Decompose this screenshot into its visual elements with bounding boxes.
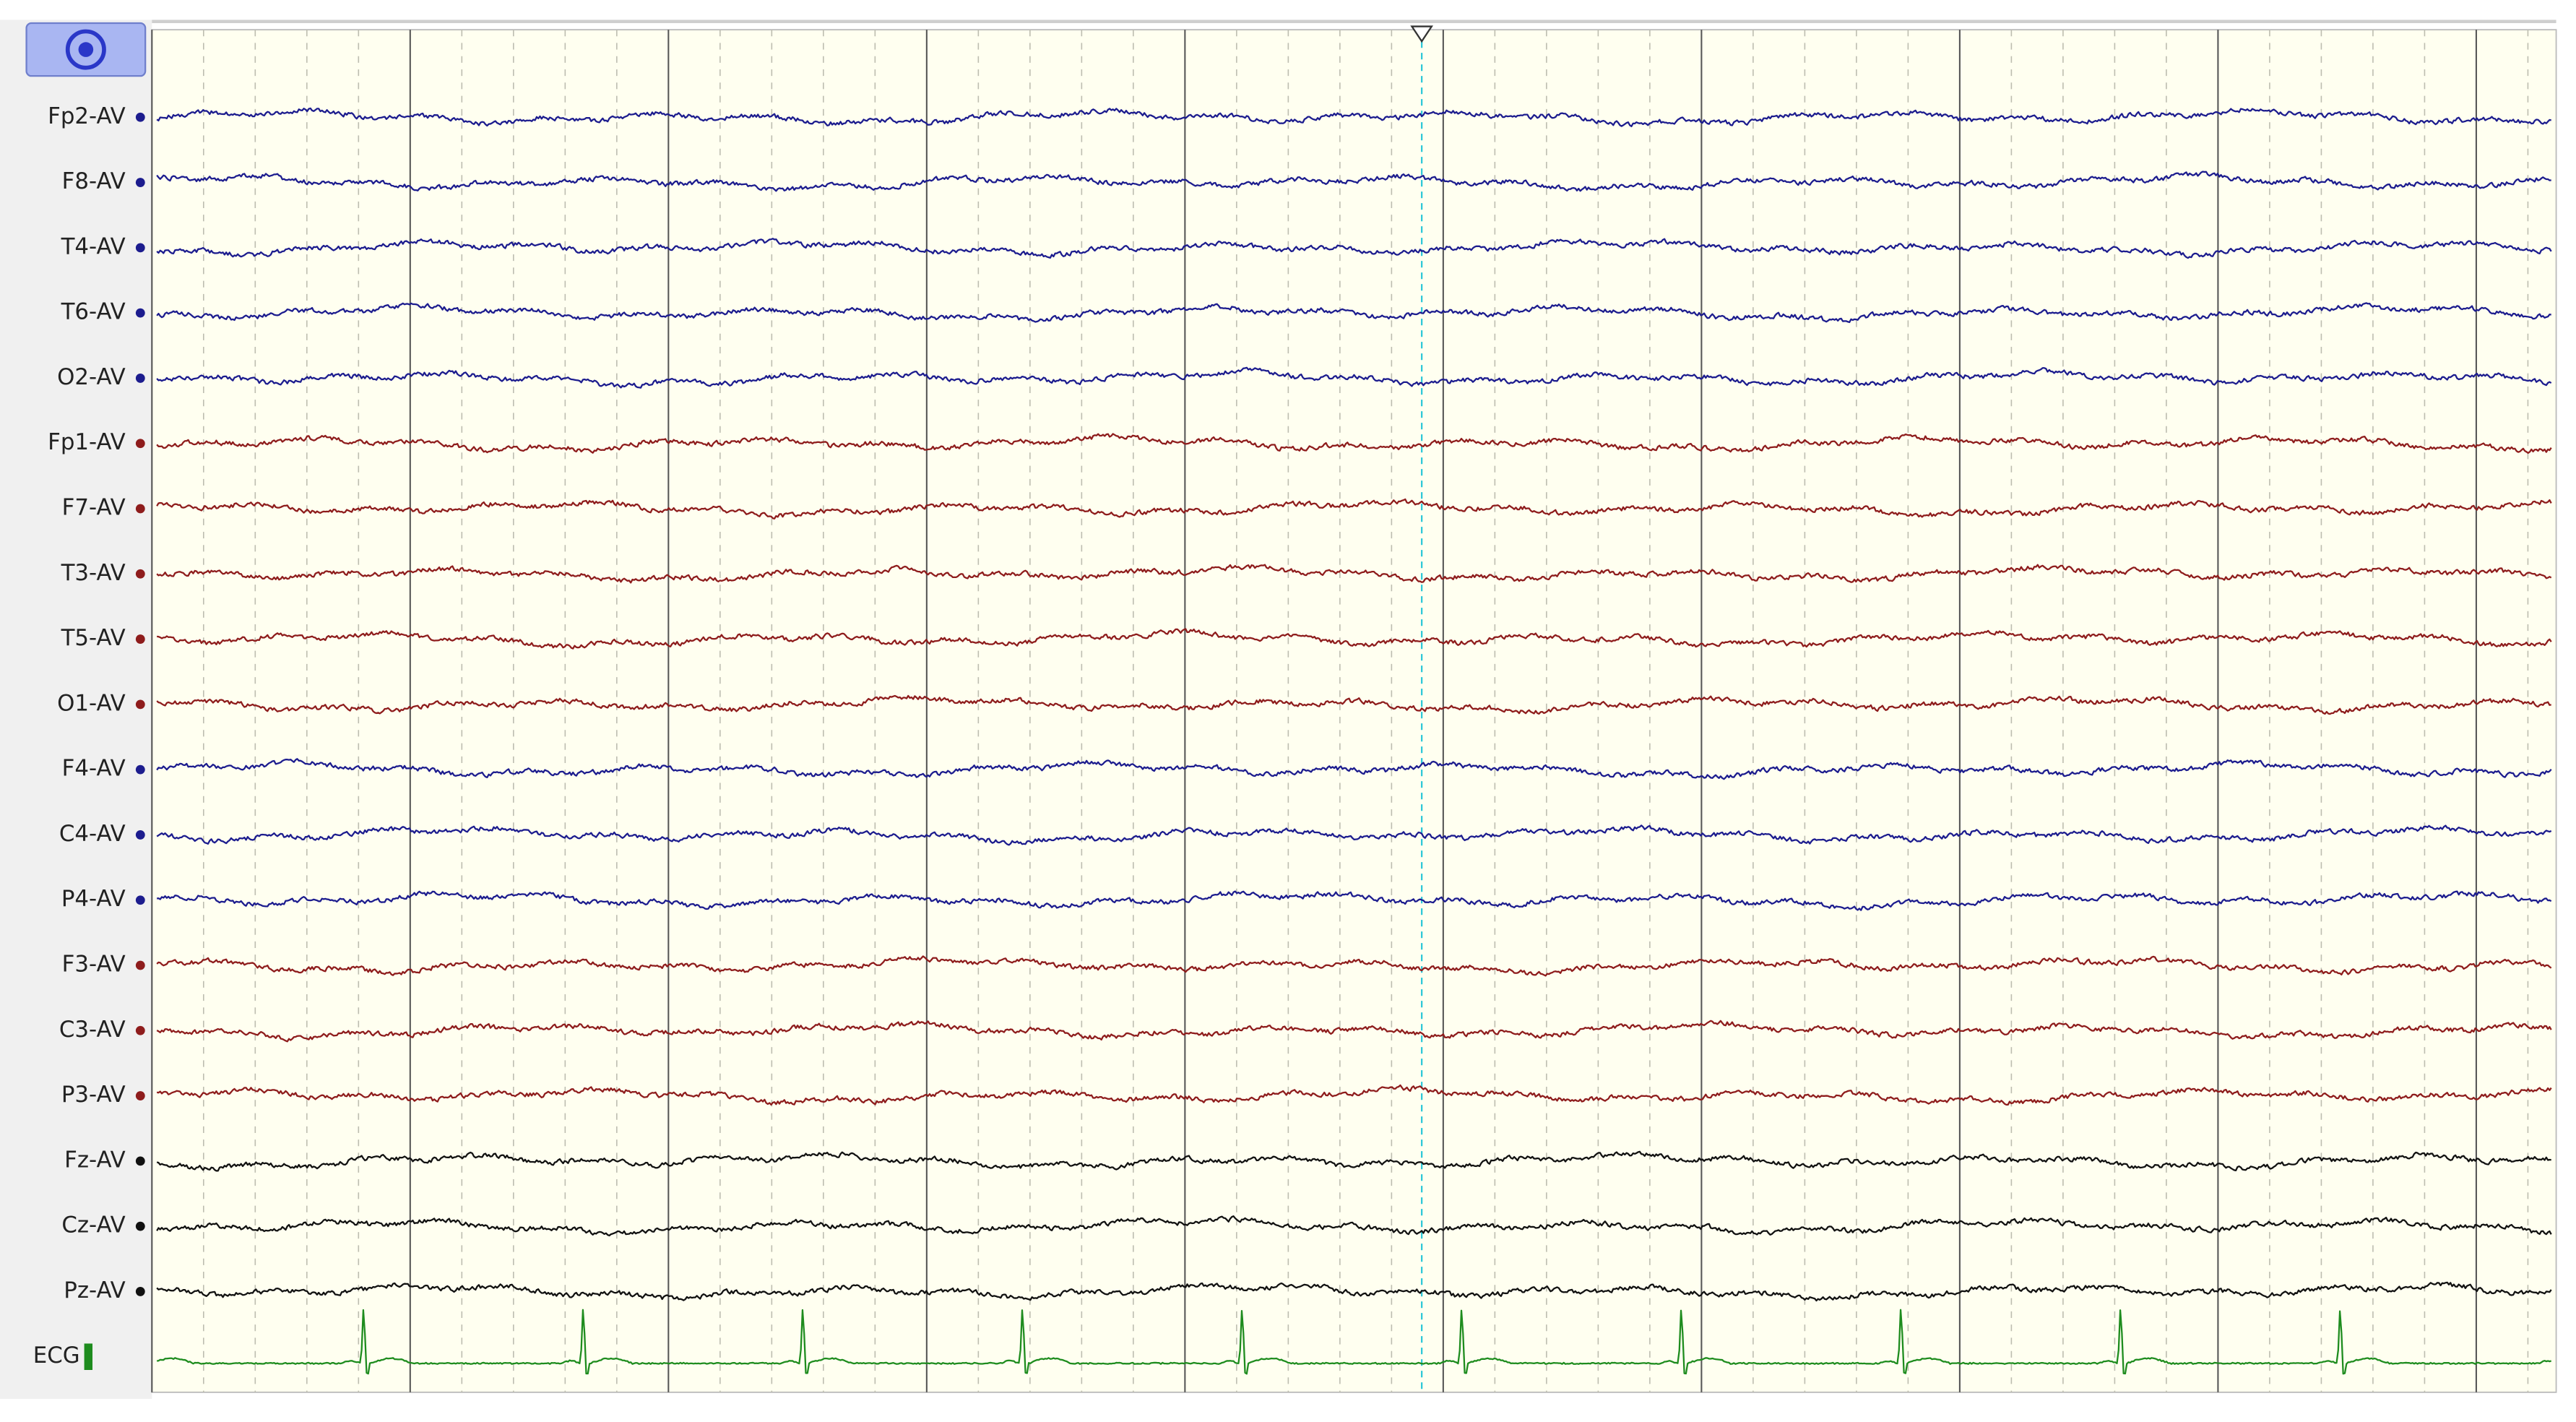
eeg-trace [156,433,2552,454]
channel-label: T5-AV [61,625,126,651]
eeg-trace [156,1020,2552,1043]
channel-label: P4-AV [61,886,126,912]
channel-labels: Fp2-AV F8-AV T4-AV T6-AV O2-AV Fp1-AV F7-AV T3-… [33,103,145,1370]
channel-marker [135,1091,145,1100]
channel-label: T3-AV [61,560,126,586]
target-icon [65,29,106,70]
cursor-marker[interactable] [1410,25,1434,43]
channel-label: Fp1-AV [48,429,126,455]
eeg-trace [156,498,2552,520]
channel-label: O2-AV [57,364,126,390]
channel-marker [135,243,145,253]
channel-marker [135,830,145,840]
channel-label: O1-AV [57,690,126,716]
eeg-trace [156,1281,2552,1302]
channel-marker [135,895,145,905]
eeg-trace [156,758,2552,780]
channel-marker [135,569,145,579]
target-icon-center [78,42,94,57]
channel-label: C4-AV [59,821,126,847]
eeg-trace [156,824,2552,846]
channel-marker [84,1343,93,1370]
channel-label: P3-AV [61,1082,126,1108]
channel-marker [135,1025,145,1035]
channel-label: Fp2-AV [48,103,126,129]
channel-marker [135,504,145,514]
eeg-trace [156,366,2552,389]
channel-label: Cz-AV [61,1212,125,1238]
eeg-trace [156,1084,2552,1106]
channel-label: Pz-AV [64,1277,125,1304]
channel-marker [135,960,145,970]
traces [156,107,2552,1375]
channel-label: C3-AV [59,1017,126,1043]
eeg-trace [156,238,2552,259]
channel-label: F4-AV [62,756,126,782]
channel-marker [135,439,145,449]
channel-label: Fz-AV [64,1147,126,1173]
grid [151,30,2529,1392]
channel-label: F7-AV [62,495,126,521]
eeg-trace [157,628,2552,650]
eeg-trace [157,890,2552,911]
channel-label: T4-AV [61,233,126,259]
plot-area [151,29,2557,1393]
eeg-trace [156,1150,2551,1172]
channel-marker [135,374,145,383]
settings-button[interactable] [25,22,147,77]
channel-marker [135,112,145,122]
eeg-trace [156,955,2552,977]
channel-marker [135,699,145,710]
channel-label: T6-AV [61,299,126,325]
eeg-trace [156,107,2551,127]
channel-label: ECG [33,1343,80,1369]
eeg-trace [156,1215,2552,1237]
label-column [0,20,152,1399]
channel-label: F3-AV [62,952,126,978]
eeg-trace [156,564,2552,584]
channel-label: F8-AV [62,168,126,194]
top-border [152,20,2556,23]
channel-marker [135,1156,145,1166]
channel-marker [135,764,145,775]
channel-marker [135,178,145,187]
eeg-trace [156,171,2551,192]
ecg-trace [157,1309,2552,1375]
channel-marker [135,634,145,644]
channel-marker [135,1221,145,1231]
channel-marker [135,308,145,318]
channel-marker [135,1287,145,1296]
eeg-trace [156,302,2551,324]
eeg-trace [156,694,2551,715]
